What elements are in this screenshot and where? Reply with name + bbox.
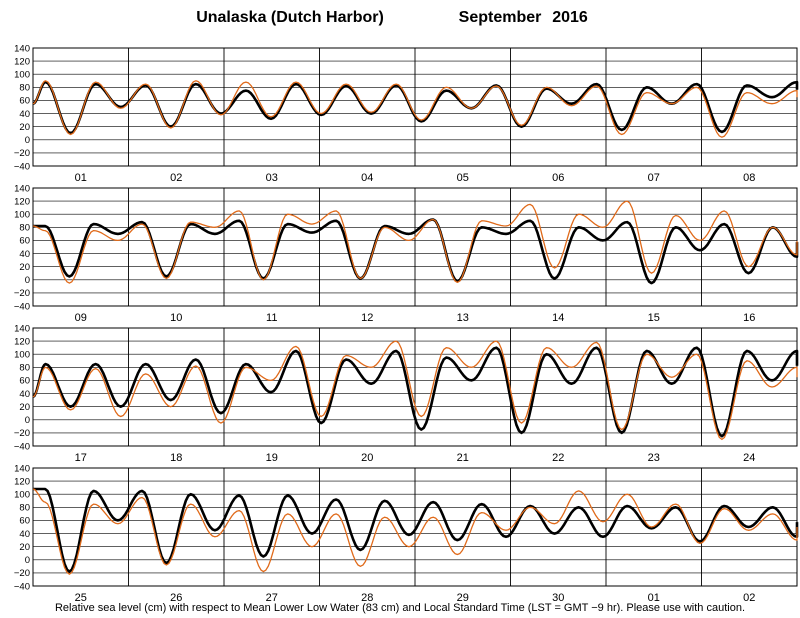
y-tick-label: 80 <box>19 503 30 514</box>
y-tick-label: 100 <box>14 210 30 221</box>
y-tick-label: 60 <box>19 376 30 387</box>
day-label: 12 <box>361 312 373 324</box>
y-tick-label: 20 <box>19 122 30 133</box>
y-tick-label: 60 <box>19 96 30 107</box>
chart-year: 2016 <box>552 9 588 26</box>
y-tick-label: −40 <box>14 161 30 172</box>
day-label: 27 <box>266 592 278 604</box>
y-tick-label: −40 <box>14 441 30 452</box>
day-label: 10 <box>170 312 182 324</box>
y-tick-label: 80 <box>19 83 30 94</box>
day-label: 25 <box>75 592 87 604</box>
y-tick-label: −40 <box>14 581 30 592</box>
y-tick-label: 0 <box>25 555 30 566</box>
y-tick-label: 20 <box>19 542 30 553</box>
predicted-series-line <box>32 488 798 575</box>
y-tick-label: 140 <box>14 463 30 474</box>
y-tick-label: 120 <box>14 56 30 67</box>
y-tick-label: 140 <box>14 323 30 334</box>
day-label: 28 <box>361 592 373 604</box>
day-label: 17 <box>75 452 87 464</box>
y-tick-label: 60 <box>19 516 30 527</box>
day-label: 01 <box>648 592 660 604</box>
day-label: 22 <box>552 452 564 464</box>
day-label: 21 <box>457 452 469 464</box>
panel-2: 140 120 100 80 60 40 20 0 −20 −40 09 10 11 12 13 14 15 16 <box>14 183 799 324</box>
day-label: 01 <box>75 172 87 184</box>
panel-4: 140 120 100 80 60 40 20 0 −20 −40 25 26 27 28 29 30 01 02 <box>14 463 799 604</box>
y-tick-label: 100 <box>14 490 30 501</box>
day-label: 08 <box>743 172 755 184</box>
y-tick-label: 60 <box>19 236 30 247</box>
y-tick-label: 0 <box>25 135 30 146</box>
y-tick-label: 120 <box>14 336 30 347</box>
day-label: 04 <box>361 172 373 184</box>
day-label: 09 <box>75 312 87 324</box>
day-label: 05 <box>457 172 469 184</box>
observed-series-line <box>32 346 799 438</box>
y-tick-label: 140 <box>14 183 30 194</box>
y-tick-label: 40 <box>19 389 30 400</box>
day-label: 02 <box>743 592 755 604</box>
y-tick-label: 0 <box>25 275 30 286</box>
y-tick-label: 120 <box>14 196 30 207</box>
day-label: 29 <box>457 592 469 604</box>
predicted-series-line <box>32 200 798 284</box>
day-label: 20 <box>361 452 373 464</box>
day-label: 26 <box>170 592 182 604</box>
day-label: 11 <box>266 312 277 324</box>
y-tick-label: 100 <box>14 350 30 361</box>
day-label: 02 <box>170 172 182 184</box>
chart-title: Unalaska (Dutch Harbor) <box>196 9 384 26</box>
day-label: 23 <box>648 452 660 464</box>
day-label: 18 <box>170 452 182 464</box>
y-tick-label: −40 <box>14 301 30 312</box>
y-tick-label: 100 <box>14 70 30 81</box>
y-tick-label: −20 <box>14 288 30 299</box>
y-tick-label: −20 <box>14 148 30 159</box>
day-label: 24 <box>743 452 755 464</box>
day-label: 03 <box>266 172 278 184</box>
day-label: 15 <box>648 312 660 324</box>
predicted-series-line <box>32 340 798 441</box>
y-tick-label: −20 <box>14 428 30 439</box>
day-label: 19 <box>266 452 278 464</box>
panel-3: 140 120 100 80 60 40 20 0 −20 −40 17 18 19 20 21 22 23 24 <box>14 323 799 464</box>
y-tick-label: −20 <box>14 568 30 579</box>
y-tick-label: 0 <box>25 415 30 426</box>
y-tick-label: 80 <box>19 363 30 374</box>
day-label: 30 <box>552 592 564 604</box>
y-tick-label: 20 <box>19 402 30 413</box>
y-tick-label: 20 <box>19 262 30 273</box>
day-label: 07 <box>648 172 660 184</box>
y-tick-label: 120 <box>14 476 30 487</box>
y-tick-label: 40 <box>19 109 30 120</box>
chart-footnote: Relative sea level (cm) with respect to … <box>55 602 745 614</box>
y-tick-label: 40 <box>19 529 30 540</box>
y-tick-label: 80 <box>19 223 30 234</box>
day-label: 16 <box>743 312 755 324</box>
day-label: 14 <box>552 312 564 324</box>
chart-month: September <box>459 9 542 26</box>
y-tick-label: 140 <box>14 43 30 54</box>
day-label: 13 <box>457 312 469 324</box>
panel-1: 140 120 100 80 60 40 20 0 −20 −40 01 02 03 04 05 06 07 08 <box>14 43 799 184</box>
day-label: 06 <box>552 172 564 184</box>
y-tick-label: 40 <box>19 249 30 260</box>
predicted-series-line <box>32 80 798 138</box>
